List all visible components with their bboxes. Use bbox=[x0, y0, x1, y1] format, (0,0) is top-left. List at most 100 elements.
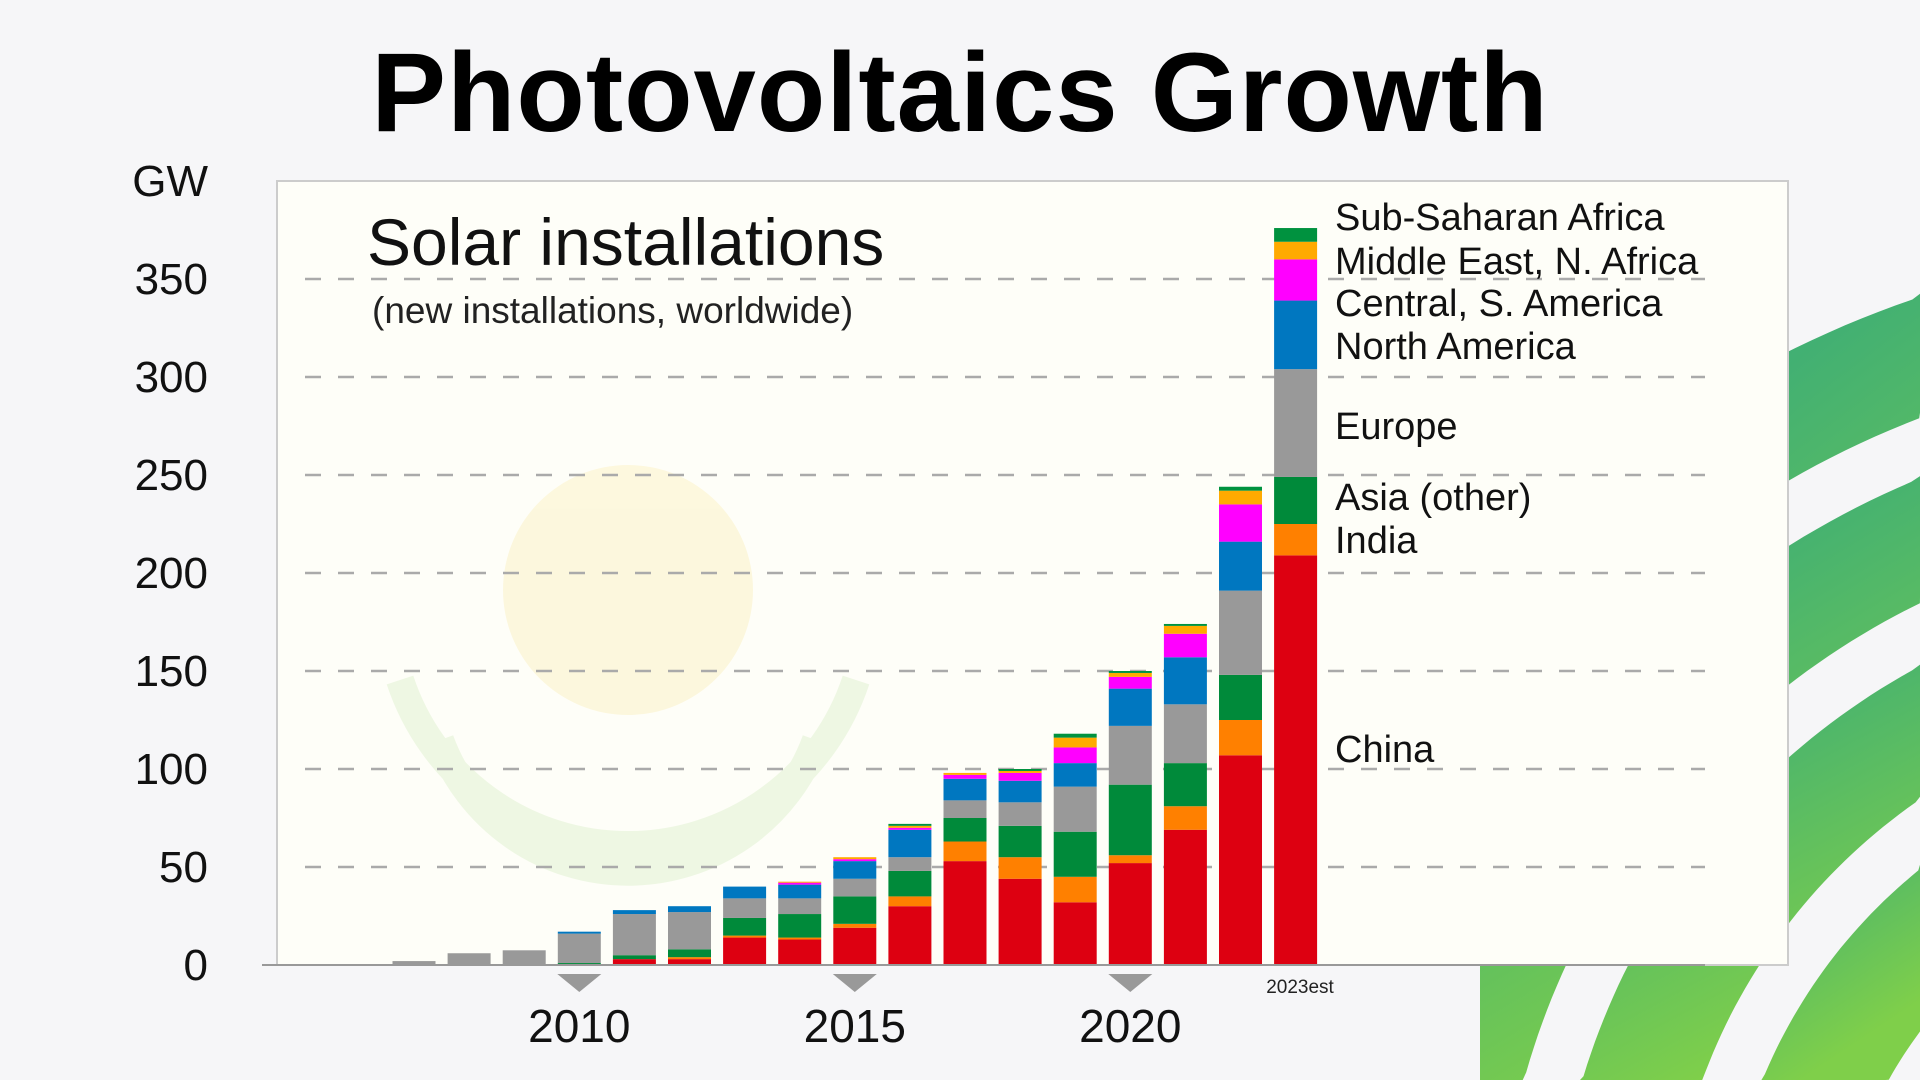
bar-segment-central-s-america-2023 bbox=[1274, 259, 1318, 301]
bar-segment-india-2022 bbox=[1219, 720, 1262, 756]
bar-segment-north-america-2016 bbox=[888, 829, 932, 858]
bar-segment-asia-other--2011 bbox=[612, 955, 656, 960]
bar-segment-asia-other--2018 bbox=[998, 825, 1042, 858]
bar-segment-central-s-america-2014 bbox=[778, 882, 822, 885]
bar-segment-europe-2019 bbox=[1053, 786, 1097, 832]
watermark-logo bbox=[386, 465, 870, 886]
bar-segment-europe-2021 bbox=[1163, 704, 1207, 764]
bar-segment-india-2020 bbox=[1108, 855, 1152, 864]
bar-segment-north-america-2021 bbox=[1163, 657, 1207, 705]
bar-segment-north-america-2011 bbox=[612, 910, 656, 915]
bar-segment-north-america-2018 bbox=[998, 780, 1042, 803]
bar-segment-central-s-america-2017 bbox=[943, 774, 987, 779]
arc-band bbox=[1723, 753, 1920, 1080]
bar-segment-middle-east-n-africa-2018 bbox=[998, 770, 1042, 773]
bar-segment-middle-east-n-africa-2020 bbox=[1108, 672, 1152, 677]
bar-segment-sub-saharan-africa-2020 bbox=[1108, 671, 1152, 673]
bar-segment-north-america-2020 bbox=[1108, 688, 1152, 726]
legend-label: Europe bbox=[1335, 406, 1458, 448]
bar-segment-asia-other--2021 bbox=[1163, 763, 1207, 807]
bar-segment-central-s-america-2015 bbox=[833, 859, 877, 862]
bar-segment-china-2021 bbox=[1163, 829, 1207, 965]
bar-segment-india-2015 bbox=[833, 923, 877, 928]
y-tick-label: 50 bbox=[159, 843, 208, 892]
legend-label: Middle East, N. Africa bbox=[1335, 241, 1699, 283]
chart-title: Solar installations bbox=[367, 205, 884, 279]
bar-segment-china-2016 bbox=[888, 906, 932, 965]
bar-segment-china-2015 bbox=[833, 927, 877, 965]
bar-segment-europe-2012 bbox=[668, 912, 711, 950]
bar-segment-north-america-2010 bbox=[557, 931, 601, 934]
bar-segment-europe-2023 bbox=[1274, 369, 1318, 477]
bar-segment-india-2012 bbox=[668, 957, 711, 960]
legend-label: Central, S. America bbox=[1335, 283, 1663, 325]
bar-segment-india-2018 bbox=[998, 857, 1042, 879]
bar-segment-north-america-2015 bbox=[833, 861, 877, 879]
bar-segment-sub-saharan-africa-2016 bbox=[888, 823, 932, 826]
bar-segment-sub-saharan-africa-2018 bbox=[998, 769, 1042, 771]
y-tick-label: 150 bbox=[135, 647, 208, 696]
bar-segment-middle-east-n-africa-2017 bbox=[943, 772, 987, 775]
legend-label: North America bbox=[1335, 326, 1577, 368]
bar-segment-china-2014 bbox=[778, 939, 822, 965]
bar-segment-india-2023 bbox=[1274, 524, 1318, 556]
bar-segment-asia-other--2013 bbox=[723, 917, 767, 936]
bar-segment-asia-other--2014 bbox=[778, 914, 822, 938]
bar-segment-north-america-2022 bbox=[1219, 541, 1262, 591]
bar-segment-north-america-2017 bbox=[943, 778, 987, 801]
legend-label: Sub-Saharan Africa bbox=[1335, 197, 1665, 239]
bar-segment-central-s-america-2016 bbox=[888, 827, 932, 830]
bar-segment-china-2012 bbox=[668, 959, 711, 965]
bar-segment-middle-east-n-africa-2021 bbox=[1163, 625, 1207, 634]
bar-segment-europe-2007 bbox=[392, 961, 436, 965]
bar-segment-middle-east-n-africa-2022 bbox=[1219, 490, 1262, 505]
x-tick-marker bbox=[557, 974, 602, 992]
x-tick-marker bbox=[1108, 974, 1153, 992]
bar-segment-asia-other--2019 bbox=[1053, 831, 1097, 877]
bar-segment-europe-2017 bbox=[943, 800, 987, 818]
bar-segment-middle-east-n-africa-2019 bbox=[1053, 737, 1097, 748]
bar-segment-sub-saharan-africa-2023 bbox=[1274, 228, 1318, 242]
bar-segment-europe-2018 bbox=[998, 802, 1042, 826]
bar-segment-asia-other--2016 bbox=[888, 870, 932, 897]
bar-segment-north-america-2012 bbox=[668, 906, 711, 913]
bar-segment-europe-2013 bbox=[723, 898, 767, 918]
bar-segment-north-america-2013 bbox=[723, 886, 767, 899]
bar-segment-india-2014 bbox=[778, 937, 822, 940]
bar-segment-middle-east-n-africa-2016 bbox=[888, 825, 932, 828]
bar-segment-asia-other--2012 bbox=[668, 949, 711, 958]
bar-segment-china-2011 bbox=[612, 959, 656, 965]
page-title: Photovoltaics Growth bbox=[371, 30, 1549, 155]
bar-segment-europe-2008 bbox=[447, 953, 491, 965]
legend-label: China bbox=[1335, 729, 1435, 771]
y-tick-label: 300 bbox=[135, 353, 208, 402]
bar-segment-north-america-2019 bbox=[1053, 763, 1097, 787]
bar-segment-europe-2022 bbox=[1219, 590, 1262, 675]
bar-segment-sub-saharan-africa-2022 bbox=[1219, 486, 1262, 491]
bar-segment-asia-other--2017 bbox=[943, 818, 987, 842]
y-tick-label: 100 bbox=[135, 745, 208, 794]
bar-segment-europe-2015 bbox=[833, 878, 877, 897]
bar-segment-europe-2009 bbox=[502, 950, 546, 965]
bar-segment-china-2013 bbox=[723, 937, 767, 965]
bar-segment-europe-2010 bbox=[557, 933, 601, 964]
y-tick-label: 0 bbox=[184, 941, 208, 990]
bar-segment-europe-2020 bbox=[1108, 725, 1152, 785]
bar-segment-india-2017 bbox=[943, 841, 987, 862]
y-axis-label: GW bbox=[132, 157, 208, 206]
x-tick-marker bbox=[832, 974, 877, 992]
bar-segment-central-s-america-2019 bbox=[1053, 747, 1097, 764]
bar-segment-china-2022 bbox=[1219, 755, 1262, 965]
last-bar-label: 2023est bbox=[1266, 977, 1334, 998]
bar-segment-central-s-america-2020 bbox=[1108, 676, 1152, 689]
bar-segment-india-2021 bbox=[1163, 806, 1207, 830]
bar-segment-europe-2014 bbox=[778, 898, 822, 915]
bar-segment-central-s-america-2018 bbox=[998, 772, 1042, 781]
y-tick-label: 200 bbox=[135, 549, 208, 598]
x-tick-label: 2010 bbox=[528, 1000, 630, 1052]
bar-segment-central-s-america-2021 bbox=[1163, 633, 1207, 658]
bar-segment-asia-other--2015 bbox=[833, 896, 877, 924]
bar-segment-middle-east-n-africa-2023 bbox=[1274, 241, 1318, 260]
bar-segment-india-2016 bbox=[888, 896, 932, 907]
